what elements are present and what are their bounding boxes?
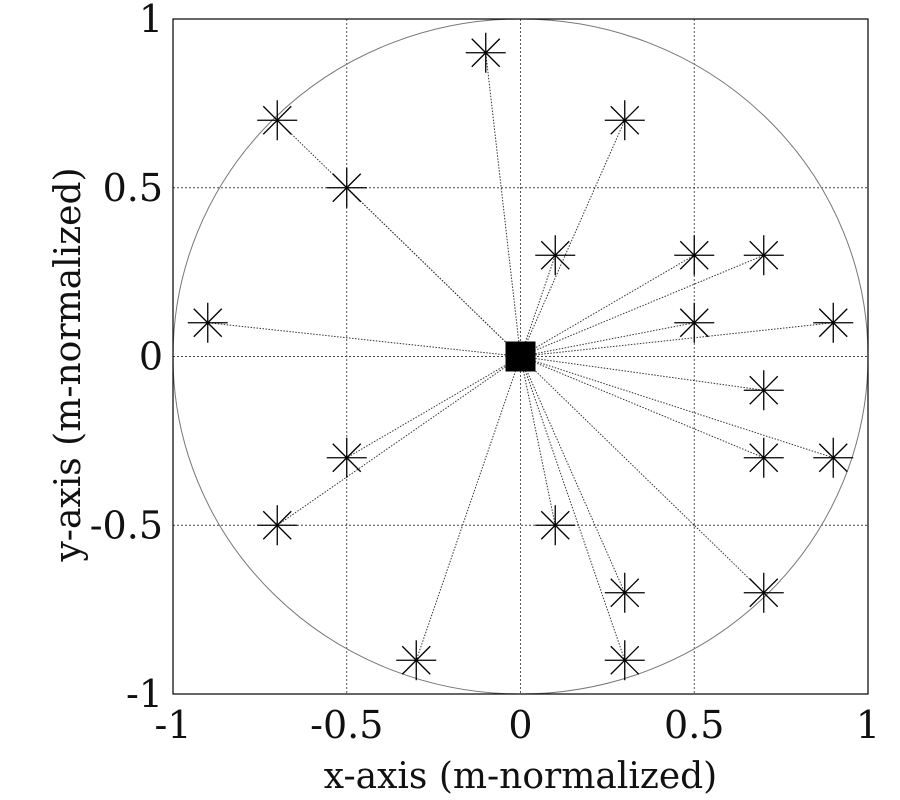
x-tick-labels: -1 -0.5 0 0.5 1 — [154, 703, 880, 747]
link-line-15 — [520, 356, 556, 526]
point-marker-10 — [743, 370, 784, 411]
link-line-16 — [520, 356, 626, 593]
point-marker-13 — [813, 437, 854, 478]
link-line-18 — [415, 356, 521, 661]
link-line-11 — [346, 356, 521, 459]
point-marker-8 — [674, 302, 715, 343]
point-marker-6 — [743, 235, 784, 276]
link-line-8 — [520, 322, 695, 357]
point-marker-9 — [813, 302, 854, 343]
y-tick-label-0: -1 — [126, 672, 163, 716]
link-line-17 — [520, 356, 765, 594]
x-tick-label-0: -1 — [154, 703, 191, 747]
x-tick-label-1: -0.5 — [310, 703, 383, 747]
point-markers — [187, 32, 854, 681]
center-marker-layer — [505, 341, 536, 372]
center-square-marker — [505, 341, 536, 372]
x-tick-label-2: 0 — [508, 703, 532, 747]
point-marker-3 — [326, 167, 367, 208]
point-marker-12 — [743, 437, 784, 478]
link-lines — [207, 52, 834, 661]
link-line-10 — [520, 356, 764, 391]
link-line-1 — [276, 119, 521, 357]
point-marker-15 — [535, 505, 576, 546]
point-marker-11 — [326, 437, 367, 478]
point-marker-17 — [743, 572, 784, 613]
link-line-2 — [520, 120, 626, 357]
plot-frame — [172, 18, 869, 695]
y-tick-label-3: 0.5 — [103, 166, 163, 210]
y-tick-label-1: -0.5 — [90, 503, 163, 547]
link-line-7 — [207, 322, 521, 357]
x-axis-label: x-axis (m-normalized) — [324, 756, 717, 797]
point-marker-1 — [257, 100, 298, 141]
link-line-6 — [520, 254, 764, 357]
link-line-4 — [520, 255, 556, 357]
link-line-14 — [276, 356, 521, 526]
link-line-0 — [485, 52, 521, 357]
x-tick-label-4: 1 — [856, 703, 880, 747]
point-marker-4 — [535, 235, 576, 276]
link-line-13 — [520, 356, 834, 459]
x-tick-label-3: 0.5 — [664, 703, 724, 747]
point-marker-14 — [257, 505, 298, 546]
y-tick-label-2: 0 — [139, 335, 163, 379]
point-marker-2 — [604, 100, 645, 141]
link-line-19 — [520, 356, 626, 661]
link-line-3 — [346, 187, 521, 357]
point-marker-7 — [187, 302, 228, 343]
point-marker-16 — [604, 572, 645, 613]
y-tick-label-4: 1 — [139, 0, 163, 41]
point-marker-0 — [465, 32, 506, 73]
link-line-12 — [520, 356, 764, 459]
point-marker-19 — [604, 640, 645, 681]
y-tick-labels: -1 -0.5 0 0.5 1 — [90, 0, 163, 716]
link-line-5 — [520, 254, 695, 357]
link-line-9 — [520, 322, 834, 357]
point-marker-5 — [674, 235, 715, 276]
y-axis-label: y-axis (m-normalized) — [48, 167, 89, 562]
point-marker-18 — [396, 640, 437, 681]
